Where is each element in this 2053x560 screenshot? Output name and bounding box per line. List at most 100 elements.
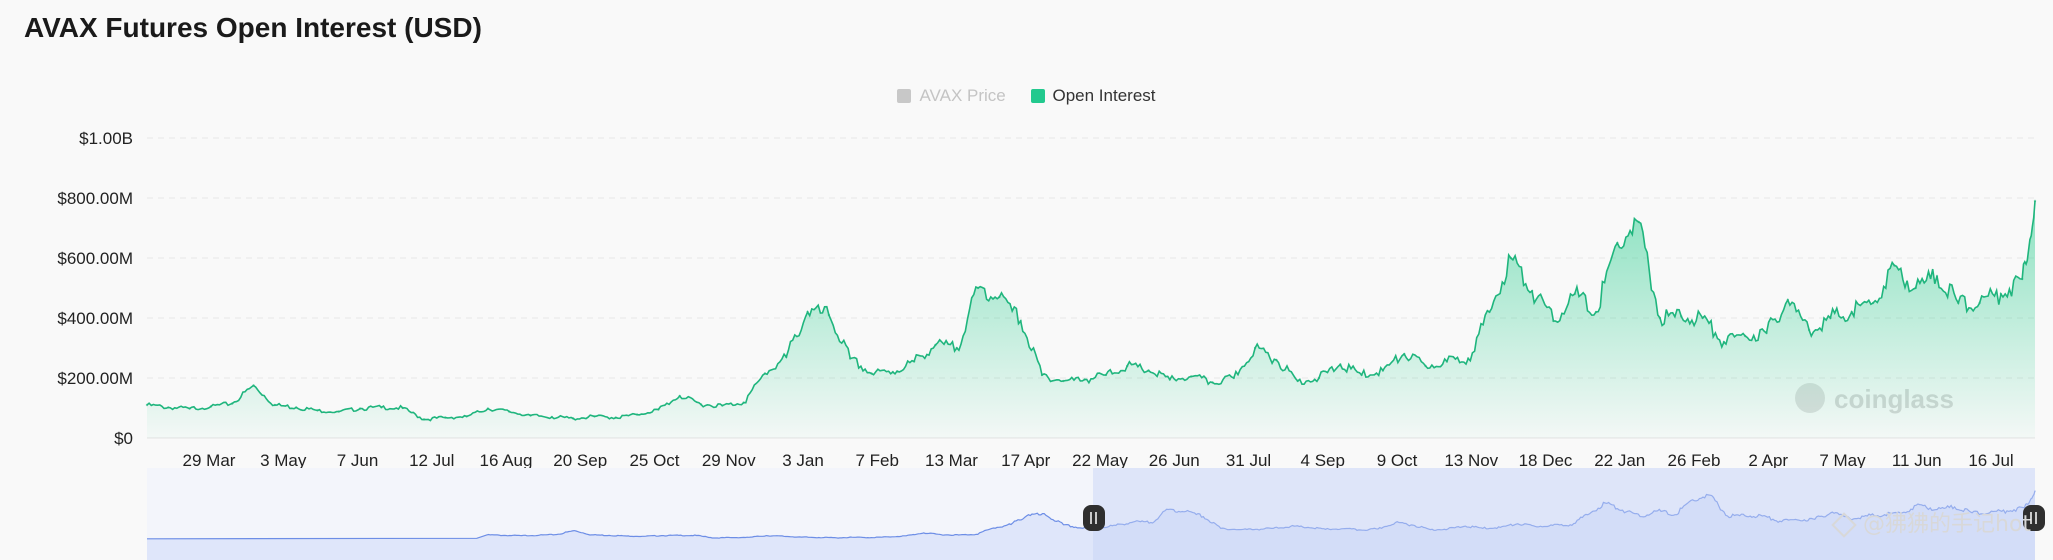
data-point bbox=[1701, 316, 1704, 320]
x-tick-label: 12 Jul bbox=[409, 451, 454, 470]
data-point bbox=[209, 405, 213, 408]
data-point bbox=[699, 403, 703, 406]
x-tick-label: 22 Jan bbox=[1594, 451, 1645, 470]
data-point bbox=[1126, 364, 1129, 368]
data-point bbox=[2033, 199, 2037, 203]
legend-swatch-open-interest bbox=[1030, 89, 1045, 103]
data-point bbox=[1829, 316, 1832, 320]
y-tick-label: $400.00M bbox=[57, 309, 133, 328]
data-point bbox=[2021, 277, 2024, 281]
data-point bbox=[1530, 289, 1534, 293]
x-tick-label: 17 Apr bbox=[1001, 451, 1050, 470]
data-point bbox=[1189, 375, 1193, 378]
data-point bbox=[1637, 220, 1640, 224]
data-point bbox=[891, 370, 895, 374]
x-tick-label: 31 Jul bbox=[1226, 451, 1271, 470]
x-tick-label: 29 Mar bbox=[183, 451, 236, 470]
data-point bbox=[678, 394, 681, 398]
data-point bbox=[998, 295, 1001, 299]
x-tick-label: 3 Jan bbox=[782, 451, 824, 470]
data-point bbox=[1275, 358, 1278, 362]
data-point bbox=[294, 406, 298, 409]
navigator-handle-left[interactable] bbox=[1083, 505, 1105, 531]
data-point bbox=[955, 346, 958, 350]
x-tick-label: 7 Jun bbox=[337, 451, 379, 470]
x-tick-label: 26 Feb bbox=[1668, 451, 1721, 470]
data-point bbox=[337, 410, 340, 413]
x-tick-label: 16 Aug bbox=[480, 451, 533, 470]
legend-label-open-interest: Open Interest bbox=[1052, 86, 1156, 105]
x-tick-label: 7 May bbox=[1819, 451, 1866, 470]
data-point bbox=[444, 416, 447, 419]
legend-item-avax-price[interactable]: AVAX Price bbox=[897, 86, 1006, 106]
legend-swatch-avax-price bbox=[897, 89, 912, 103]
x-tick-label: 11 Jun bbox=[1892, 451, 1942, 470]
watermark-diamond-icon bbox=[1831, 512, 1857, 538]
data-point bbox=[849, 357, 852, 360]
data-point bbox=[976, 286, 980, 290]
data-point bbox=[1914, 286, 1917, 290]
data-point bbox=[1062, 379, 1065, 383]
data-point bbox=[1253, 346, 1257, 350]
data-point bbox=[1083, 378, 1086, 381]
data-point bbox=[1424, 364, 1427, 368]
data-point bbox=[316, 409, 319, 412]
data-point bbox=[571, 417, 575, 420]
data-point bbox=[635, 413, 639, 416]
data-point bbox=[1104, 373, 1108, 377]
data-point bbox=[1040, 373, 1044, 377]
x-tick-label: 16 Jul bbox=[1968, 451, 2013, 470]
data-point bbox=[273, 403, 277, 407]
legend-item-open-interest[interactable]: Open Interest bbox=[1030, 86, 1156, 106]
data-point bbox=[1594, 310, 1598, 314]
data-point bbox=[1871, 301, 1875, 305]
data-point bbox=[358, 407, 362, 410]
data-point bbox=[593, 415, 596, 418]
overlay-watermark: @狒狒的手记hot bbox=[1831, 506, 2031, 538]
navigator-selection bbox=[1093, 468, 2035, 560]
x-tick-label: 18 Dec bbox=[1519, 451, 1573, 470]
data-point bbox=[1403, 352, 1406, 356]
data-point bbox=[785, 355, 788, 359]
data-point bbox=[1765, 331, 1768, 335]
data-point bbox=[1893, 264, 1896, 267]
open-interest-line bbox=[146, 200, 2036, 422]
data-point bbox=[529, 414, 532, 417]
x-tick-label: 2 Apr bbox=[1748, 451, 1788, 470]
data-point bbox=[1339, 363, 1342, 366]
data-point bbox=[1360, 373, 1363, 377]
x-axis: 29 Mar 3 May 7 Jun 12 Jul 16 Aug 20 Sep 25 Oct… bbox=[183, 451, 2014, 470]
data-point bbox=[1807, 328, 1811, 332]
navigator-handle-right[interactable] bbox=[2023, 505, 2045, 531]
data-point bbox=[1935, 274, 1939, 278]
data-point bbox=[870, 372, 873, 375]
open-interest-series bbox=[145, 199, 2037, 438]
x-tick-label: 9 Oct bbox=[1377, 451, 1418, 470]
y-tick-label: $200.00M bbox=[57, 369, 133, 388]
open-interest-area bbox=[147, 201, 2035, 438]
data-point bbox=[1616, 241, 1619, 245]
x-tick-label: 13 Mar bbox=[925, 451, 978, 470]
x-tick-label: 3 May bbox=[260, 451, 307, 470]
data-point bbox=[1978, 301, 1981, 305]
data-point bbox=[657, 408, 660, 411]
data-point bbox=[1296, 379, 1299, 383]
data-point bbox=[1211, 381, 1214, 384]
x-tick-label: 4 Sep bbox=[1301, 451, 1345, 470]
data-point bbox=[1168, 378, 1172, 381]
data-point bbox=[508, 410, 511, 413]
data-point bbox=[614, 416, 618, 419]
data-point bbox=[934, 343, 937, 347]
x-tick-label: 29 Nov bbox=[702, 451, 756, 470]
data-point bbox=[1445, 360, 1449, 363]
data-point bbox=[1466, 357, 1470, 360]
data-point bbox=[1722, 340, 1726, 344]
range-navigator[interactable] bbox=[146, 468, 2045, 560]
navigator-area bbox=[147, 490, 2035, 560]
data-point bbox=[1999, 292, 2003, 296]
data-point bbox=[1573, 292, 1576, 296]
y-tick-label: $800.00M bbox=[57, 189, 133, 208]
data-point bbox=[912, 360, 916, 363]
data-point bbox=[401, 406, 404, 410]
navigator-line bbox=[146, 490, 2036, 540]
